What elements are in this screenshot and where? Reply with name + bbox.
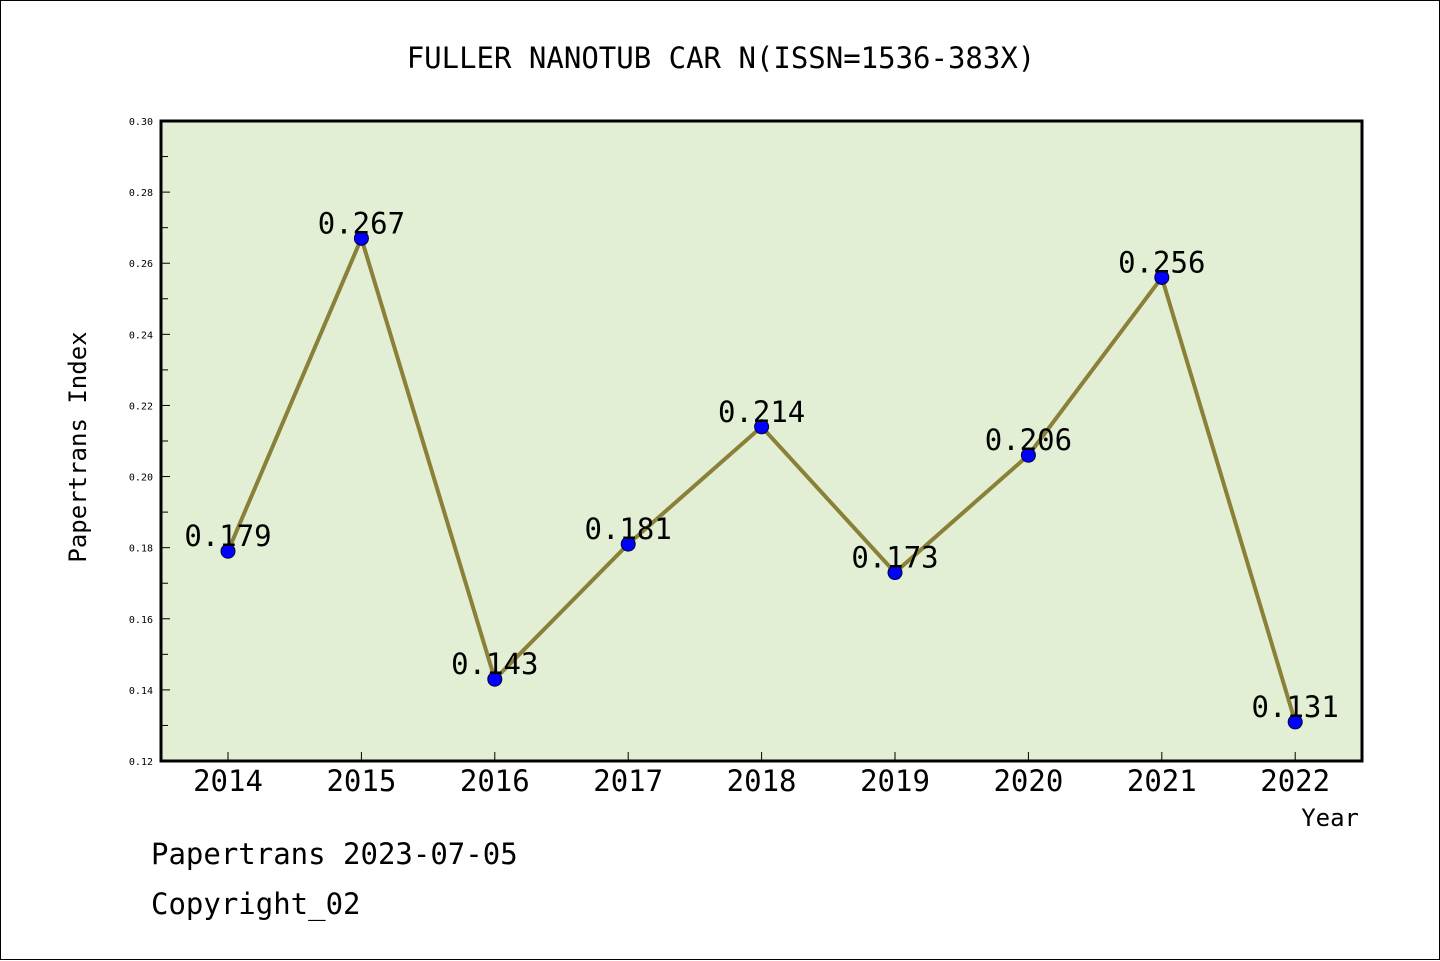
footer-date: Papertrans 2023-07-05 [151, 837, 518, 871]
data-point [1154, 269, 1170, 285]
y-tick-label: 0.22 [129, 401, 153, 412]
x-axis: 2014 2015 2016 2017 2018 2019 2020 2021 2022 [193, 752, 1330, 798]
data-label: 0.143 [451, 647, 538, 681]
chart-title: FULLER NANOTUB CAR N(ISSN=1536-383X) [407, 41, 1036, 75]
data-point [487, 671, 503, 687]
x-tick-label: 2019 [860, 764, 930, 798]
data-point [754, 419, 770, 435]
data-label: 0.173 [851, 541, 938, 575]
data-label: 0.181 [585, 512, 672, 546]
data-label: 0.206 [985, 423, 1072, 457]
data-point [220, 543, 236, 559]
y-axis-label: Papertrans Index [64, 331, 92, 562]
data-point [620, 536, 636, 552]
data-label: 0.131 [1252, 690, 1339, 724]
x-tick-label: 2020 [993, 764, 1063, 798]
y-tick-label: 0.16 [129, 615, 153, 626]
x-tick-label: 2016 [460, 764, 530, 798]
y-tick-label: 0.30 [129, 117, 153, 128]
y-axis: 0.12 0.14 0.16 0.18 0.20 0.22 0.24 0.26 0.28 0.30 [129, 117, 170, 768]
data-point [1020, 447, 1036, 463]
data-label: 0.179 [184, 519, 271, 553]
x-tick-label: 2022 [1260, 764, 1330, 798]
plot-area [159, 119, 1364, 763]
x-tick-label: 2018 [727, 764, 797, 798]
x-tick-label: 2014 [193, 764, 263, 798]
y-tick-label: 0.24 [129, 330, 153, 341]
data-labels: 0.179 0.267 0.143 0.181 0.214 0.173 0.206 0.256… [184, 206, 1339, 724]
y-tick-label: 0.18 [129, 544, 153, 555]
y-tick-label: 0.28 [129, 188, 153, 199]
data-point [887, 565, 903, 581]
data-point [353, 230, 369, 246]
data-label: 0.214 [718, 395, 805, 429]
x-axis-label: Year [1301, 804, 1359, 832]
data-label: 0.256 [1118, 245, 1205, 279]
x-tick-label: 2017 [593, 764, 663, 798]
y-tick-label: 0.12 [129, 757, 153, 768]
series-points [220, 230, 1303, 730]
x-tick-label: 2015 [326, 764, 396, 798]
data-label: 0.267 [318, 206, 405, 240]
footer-copyright: Copyright_02 [151, 887, 361, 921]
y-tick-label: 0.26 [129, 259, 153, 270]
y-tick-label: 0.20 [129, 473, 153, 484]
x-tick-label: 2021 [1127, 764, 1197, 798]
y-tick-label: 0.14 [129, 686, 153, 697]
data-point [1287, 714, 1303, 730]
